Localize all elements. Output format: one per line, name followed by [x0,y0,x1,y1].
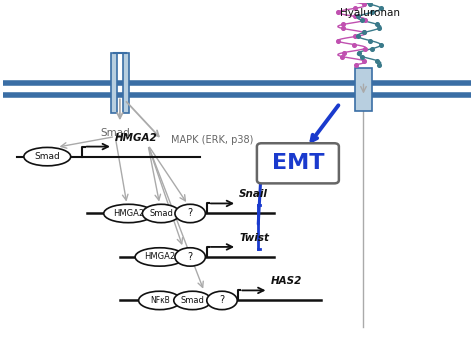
Point [351,6,359,11]
Text: HMGA2: HMGA2 [113,209,144,218]
Text: MAPK (ERK, p38): MAPK (ERK, p38) [172,135,254,145]
Point [338,54,346,59]
Point [361,18,368,23]
Ellipse shape [24,148,71,166]
Point [352,34,359,39]
Point [334,10,341,15]
Ellipse shape [175,248,205,266]
Ellipse shape [135,248,184,266]
Text: ?: ? [219,295,225,305]
Text: Hyaluronan: Hyaluronan [340,8,400,18]
Point [334,38,342,43]
Point [358,54,366,59]
Text: Snail: Snail [239,189,268,200]
Point [352,62,360,67]
Point [361,46,368,51]
Text: Twist: Twist [239,233,269,243]
Ellipse shape [104,204,153,223]
Point [375,62,383,67]
Ellipse shape [175,204,205,223]
Point [361,2,368,7]
Point [359,18,366,23]
Text: Smad: Smad [100,128,130,138]
Ellipse shape [207,291,237,310]
Point [350,42,358,47]
FancyBboxPatch shape [111,53,117,113]
Point [355,50,363,55]
Text: ?: ? [188,252,193,262]
FancyBboxPatch shape [257,143,339,183]
Point [374,58,381,63]
Point [340,50,347,55]
Point [360,30,368,35]
Text: Smad: Smad [35,152,60,161]
Point [351,14,359,19]
Point [369,46,376,51]
Point [360,58,368,63]
Text: Smad: Smad [149,209,173,218]
FancyBboxPatch shape [123,53,129,113]
Point [368,10,376,15]
Text: HMGA2: HMGA2 [115,133,158,142]
Text: EMT: EMT [272,153,324,173]
Text: Smad: Smad [181,296,204,305]
Text: HMGA2: HMGA2 [144,253,175,261]
Point [339,22,347,27]
Text: NFκB: NFκB [150,296,170,305]
Point [354,34,362,39]
Point [360,30,368,35]
Point [355,14,362,19]
Text: ?: ? [188,208,193,219]
Ellipse shape [142,204,180,223]
Point [377,6,384,11]
FancyBboxPatch shape [355,68,372,112]
Point [375,26,383,31]
Point [339,26,346,31]
Ellipse shape [138,291,181,310]
Point [366,2,374,7]
Text: HAS2: HAS2 [271,276,302,286]
Point [374,22,381,27]
Ellipse shape [174,291,211,310]
Point [377,42,384,47]
Point [366,38,374,43]
